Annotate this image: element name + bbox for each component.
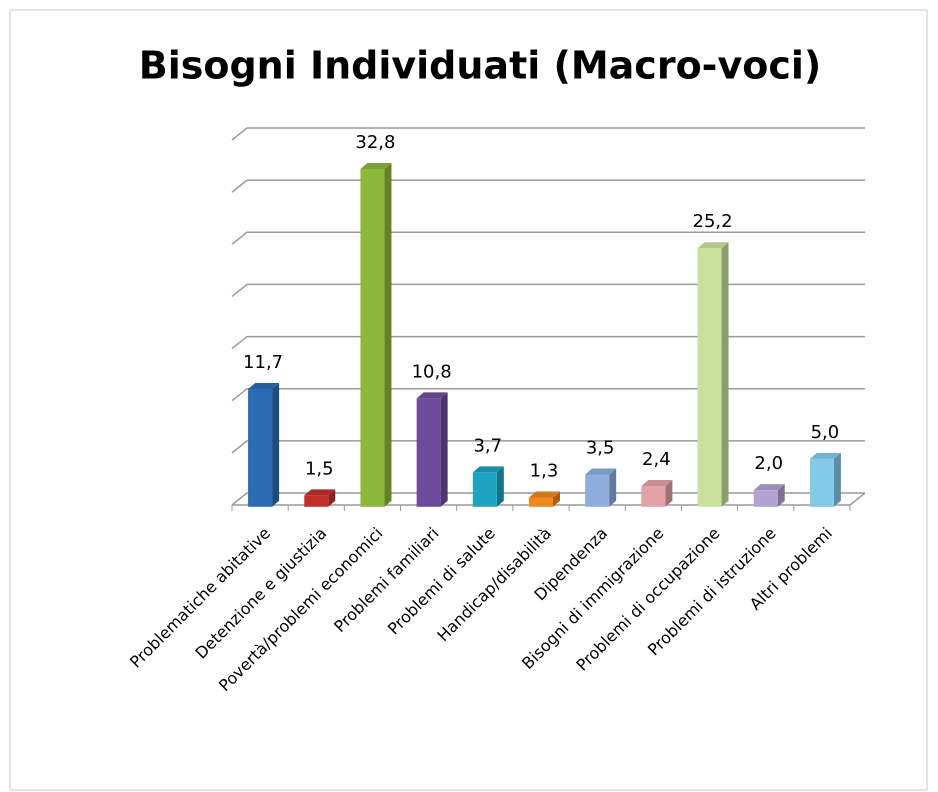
bar-top (585, 468, 617, 475)
bar-top (416, 392, 448, 399)
value-label: 10,8 (412, 361, 452, 382)
grid-line (231, 231, 865, 245)
bar (585, 474, 610, 507)
chart-frame (9, 9, 928, 791)
grid-line (231, 440, 865, 454)
bar (697, 248, 722, 507)
bar-side (833, 452, 841, 507)
bar-side (609, 468, 617, 507)
bar-top (697, 242, 729, 249)
grid-line (231, 283, 865, 298)
bar-side (440, 392, 448, 507)
bar (360, 168, 385, 507)
bar (416, 398, 441, 507)
grid-line (231, 179, 865, 193)
value-label: 2,4 (642, 449, 671, 470)
value-label: 1,3 (530, 460, 559, 481)
bar-side (721, 242, 729, 507)
bar-top (248, 382, 280, 389)
bar-side (777, 484, 785, 507)
chart-title: Bisogni Individuati (Macro-voci) (139, 44, 822, 88)
bar (641, 485, 666, 507)
value-label: 2,0 (754, 453, 783, 474)
grid-line (231, 127, 865, 141)
value-label: 32,8 (355, 132, 395, 153)
value-label: 25,2 (693, 211, 733, 232)
value-label: 3,7 (473, 435, 502, 456)
bar-top (641, 479, 673, 486)
value-label: 5,0 (811, 422, 840, 443)
value-label: 1,5 (305, 458, 334, 479)
grid-line (231, 335, 865, 350)
grid-line (231, 387, 865, 402)
bar-top (472, 466, 504, 473)
bar-side (496, 466, 504, 507)
bar-top (360, 162, 392, 169)
bar-side (272, 382, 280, 507)
bar (472, 472, 497, 507)
value-label: 11,7 (243, 352, 283, 373)
bar-side (553, 491, 560, 507)
value-label: 3,5 (586, 438, 615, 459)
bar-top (753, 484, 785, 491)
bar-top (809, 452, 841, 459)
bar-top (529, 491, 560, 498)
bar-side (384, 162, 392, 507)
bar-side (665, 479, 673, 507)
floor-edge (849, 492, 866, 506)
bar (529, 497, 553, 507)
bar (304, 495, 329, 507)
bar (809, 458, 834, 507)
bar (248, 388, 273, 507)
bar (753, 490, 778, 507)
bar-side (328, 489, 336, 507)
bar-top (304, 489, 336, 496)
